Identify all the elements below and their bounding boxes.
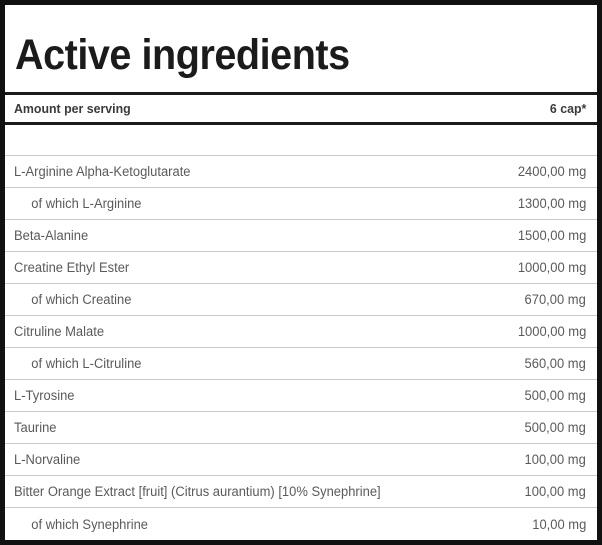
table-row: of which L-Arginine 1300,00 mg	[5, 188, 597, 220]
column-header-serving-size: 6 cap*	[549, 101, 586, 116]
ingredient-name: Citruline Malate	[14, 324, 105, 339]
table-spacer-row	[5, 125, 597, 156]
ingredient-amount: 1300,00 mg	[517, 196, 586, 211]
table-row: Bitter Orange Extract [fruit] (Citrus au…	[5, 476, 597, 508]
table-row: Creatine Ethyl Ester 1000,00 mg	[5, 252, 597, 284]
table-row: L-Tyrosine 500,00 mg	[5, 380, 597, 412]
table-body: L-Arginine Alpha-Ketoglutarate 2400,00 mg…	[5, 156, 597, 540]
ingredient-name: of which Creatine	[31, 292, 132, 307]
ingredient-amount: 500,00 mg	[524, 420, 586, 435]
table-row: L-Arginine Alpha-Ketoglutarate 2400,00 mg	[5, 156, 597, 188]
ingredient-amount: 670,00 mg	[524, 292, 586, 307]
ingredients-table: Amount per serving 6 cap* L-Arginine Alp…	[5, 92, 597, 540]
table-row: of which Synephrine 10,00 mg	[5, 508, 597, 540]
ingredient-name: Taurine	[14, 420, 57, 435]
table-header-row: Amount per serving 6 cap*	[5, 92, 597, 125]
column-header-amount-per-serving: Amount per serving	[14, 101, 131, 116]
ingredient-amount: 1500,00 mg	[517, 228, 586, 243]
ingredient-amount: 2400,00 mg	[517, 164, 586, 179]
ingredient-name: Bitter Orange Extract [fruit] (Citrus au…	[14, 484, 381, 499]
ingredient-amount: 1000,00 mg	[517, 260, 586, 275]
ingredient-name: L-Arginine Alpha-Ketoglutarate	[14, 164, 191, 179]
ingredient-amount: 560,00 mg	[524, 356, 586, 371]
table-row: of which Creatine 670,00 mg	[5, 284, 597, 316]
ingredient-name: of which L-Arginine	[31, 196, 142, 211]
ingredient-amount: 500,00 mg	[524, 388, 586, 403]
table-row: Citruline Malate 1000,00 mg	[5, 316, 597, 348]
ingredient-name: of which L-Citruline	[31, 356, 142, 371]
ingredient-name: Creatine Ethyl Ester	[14, 260, 130, 275]
ingredient-amount: 100,00 mg	[524, 484, 586, 499]
table-row: of which L-Citruline 560,00 mg	[5, 348, 597, 380]
ingredient-name: L-Tyrosine	[14, 388, 75, 403]
page-title: Active ingredients	[15, 31, 350, 79]
table-row: Taurine 500,00 mg	[5, 412, 597, 444]
ingredient-name: Beta-Alanine	[14, 228, 89, 243]
table-row: Beta-Alanine 1500,00 mg	[5, 220, 597, 252]
ingredient-amount: 1000,00 mg	[517, 324, 586, 339]
ingredient-amount: 100,00 mg	[524, 452, 586, 467]
ingredient-name: L-Norvaline	[14, 452, 81, 467]
ingredient-name: of which Synephrine	[31, 516, 148, 532]
table-row: L-Norvaline 100,00 mg	[5, 444, 597, 476]
panel-title-block: Active ingredients	[5, 5, 597, 92]
ingredient-amount: 10,00 mg	[531, 516, 586, 532]
